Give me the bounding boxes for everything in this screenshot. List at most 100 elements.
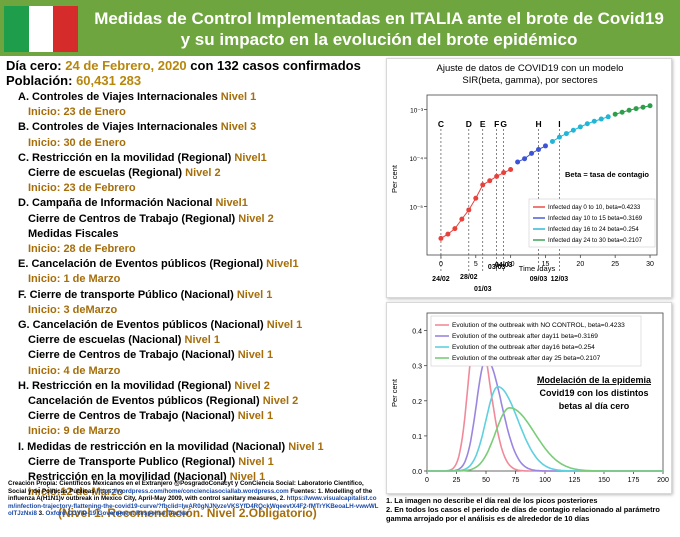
measure-subitem-level: Nivel 1: [238, 455, 274, 468]
chart1-plot-frame: [426, 94, 658, 256]
chart1-data-point: [549, 138, 555, 144]
chart1-x-tick-label: 10: [507, 261, 515, 268]
flag-stripe-red: [53, 6, 79, 52]
measure-start-date: Inicio: 30 de Enero: [28, 136, 126, 149]
measure-subitem-level: Nivel 1: [237, 410, 274, 423]
measure-title: E. Cancelación de Eventos públicos (Regi…: [18, 258, 264, 271]
measure-subitem: Cancelación de Eventos públicos (Regiona…: [6, 394, 384, 409]
chart1-data-point: [619, 109, 625, 115]
chart1-data-point: [584, 121, 590, 127]
levels-note: (Nivel 1. Recomendación. Nivel 2.Obligat…: [58, 506, 317, 521]
measure-subitem: Cierre de Centros de Trabajo (Regional) …: [6, 212, 384, 227]
footnotes: 1. La imagen no describe el día real de …: [386, 496, 676, 523]
chart1-date-label: 09/03: [530, 276, 548, 283]
chart1-data-point: [612, 111, 618, 117]
chart2-x-tick-label: 175: [628, 477, 640, 484]
chart1-caption-line-1: Ajuste de datos de COVID19 con un modelo: [437, 63, 624, 74]
chart2-legend-label: Evolution of the outbreak with NO CONTRO…: [452, 322, 625, 329]
chart1-data-point: [529, 150, 535, 156]
measure-subitem-level: Nivel 1: [184, 334, 220, 347]
chart1-data-point: [487, 178, 493, 184]
chart2-annotation-line-2: Covid19 con los distintos: [539, 388, 648, 398]
chart2-legend-label: Evolution of the outbreak after day 25 b…: [452, 355, 601, 362]
epidemic-model-chart-panel: Per cent 0 25 50 75 100 125 150 175 200 0.0 0.1 0.2…: [386, 302, 672, 494]
chart1-x-tick-label: 25: [611, 261, 619, 268]
chart1-caption-line-2: SIR(beta, gamma), por sectores: [462, 75, 597, 86]
credits: Creación Propia: Científicos Mexicanos e…: [8, 480, 380, 518]
chart1-data-point: [494, 173, 500, 179]
chart1-data-point: [598, 116, 604, 122]
measure-subitem-level: Nivel 1: [229, 471, 266, 484]
chart1-data-point: [536, 147, 542, 153]
measure-level: Nivel 3: [220, 121, 257, 134]
measure-title: G. Cancelación de Eventos públicos (Naci…: [18, 319, 264, 332]
measure-subitem-text: Cierre de Centros de Trabajo (Nacional): [28, 349, 235, 362]
chart2-annotation-line-3: betas al día cero: [559, 401, 630, 411]
chart1-data-point: [647, 103, 653, 109]
chart2-legend-label: Evolution of the outbreak after day16 be…: [452, 344, 595, 351]
italy-flag-icon: [4, 6, 79, 52]
chart1-data-point: [570, 127, 576, 133]
chart2-legend-label: Evolution of the outbreak after day11 be…: [452, 333, 598, 340]
flag-stripe-white: [28, 6, 54, 52]
credits-text-3: 3.: [38, 510, 44, 518]
chart1-date-label: 24/02: [432, 276, 450, 283]
measure-item: E. Cancelación de Eventos públicos (Regi…: [6, 257, 384, 272]
measure-subitem: Cierre de Transporte Publico (Regional) …: [6, 455, 384, 470]
measure-level: Nivel 1: [288, 440, 324, 453]
measure-subitem-text: Cierre de escuelas (Nacional): [28, 334, 182, 347]
chart2-y-tick-label: 0.1: [412, 434, 422, 441]
chart1-date-label: 28/02: [460, 274, 478, 281]
credits-text-1: Creación Propia: Científicos Mexicanos e…: [8, 480, 364, 495]
measure-item: H. Restricción en la movilidad (Regional…: [6, 379, 384, 394]
chart1-data-point: [633, 106, 639, 112]
measure-item: I. Medidas de restricción en la movilida…: [6, 440, 384, 455]
chart1-event-letter: E: [480, 119, 486, 129]
chart2-x-tick-label: 25: [453, 477, 461, 484]
credits-link-3[interactable]: Oxford COVID-19 Government Response Trac…: [45, 510, 190, 518]
chart1-x-tick-label: 30: [646, 261, 654, 268]
footnote-1: 1. La imagen no describe el día real de …: [386, 496, 598, 505]
measure-item: G. Cancelación de Eventos públicos (Naci…: [6, 318, 384, 333]
measure-start-date: Inicio: 4 de Marzo: [28, 364, 121, 377]
measure-level: Nivel1: [234, 151, 267, 164]
chart2-x-tick-label: 50: [482, 477, 490, 484]
chart1-data-point: [542, 143, 548, 149]
measure-item: C. Restricción en la movilidad (Regional…: [6, 151, 384, 166]
chart2-y-tick-label: 0.3: [412, 364, 422, 371]
chart1-data-point: [522, 156, 528, 162]
chart1-x-tick-label: 0: [439, 261, 443, 268]
measure-level: Nivel 1: [236, 288, 273, 301]
measure-title: B. Controles de Viajes Internacionales: [18, 121, 218, 134]
chart1-data-point: [438, 235, 444, 241]
chart1-data-point: [445, 231, 451, 237]
measure-level: Nivel1: [266, 258, 299, 271]
chart1-event-letter: G: [500, 119, 507, 129]
dia-tail: con 132 casos confirmados: [190, 58, 361, 73]
credits-link-2[interactable]: https://www.visualcapitalist.com/infecti…: [8, 495, 379, 518]
measure-level: Nivel 1: [266, 319, 303, 332]
chart2-annotation-line-1: Modelación de la epidemia: [537, 375, 652, 385]
chart1-series-line: [440, 169, 511, 239]
chart2-x-tick-label: 200: [657, 477, 669, 484]
chart1-x-axis-label: Time /days: [519, 264, 556, 273]
poblacion-value: 60,431 283: [76, 73, 142, 88]
credits-link-1[interactable]: https://wordpress.com/home/concienciasoc…: [96, 487, 289, 495]
measure-subitem-text: Medidas Fiscales: [28, 227, 119, 240]
chart1-y-axis-label: Per cent: [390, 164, 399, 193]
measures-panel: Día cero: 24 de Febrero, 2020 con 132 ca…: [6, 58, 384, 520]
measure-title: D. Campaña de Información Nacional: [18, 197, 213, 210]
measure-subitem: Cierre de Centros de Trabajo (Nacional) …: [6, 348, 384, 363]
measure-title: A. Controles de Viajes Internacionales: [18, 91, 218, 103]
chart2-x-tick-label: 100: [539, 477, 551, 484]
credits-text-2: Fuentes: 1. Modelling of the influenza A…: [8, 487, 373, 503]
measure-start-date: Inicio: 3 deMarzo: [28, 303, 118, 316]
chart1-event-letter: F: [494, 119, 499, 129]
chart1-data-point: [459, 216, 465, 222]
chart1-date-label: 04/03: [495, 262, 513, 269]
chart1-data-point: [501, 170, 507, 176]
measure-start-date: Inicio: 23 de Enero: [28, 106, 126, 119]
chart1-data-point: [626, 107, 632, 113]
chart2-y-tick-label: 0.4: [412, 329, 422, 336]
chart1-event-letter: H: [535, 119, 541, 129]
